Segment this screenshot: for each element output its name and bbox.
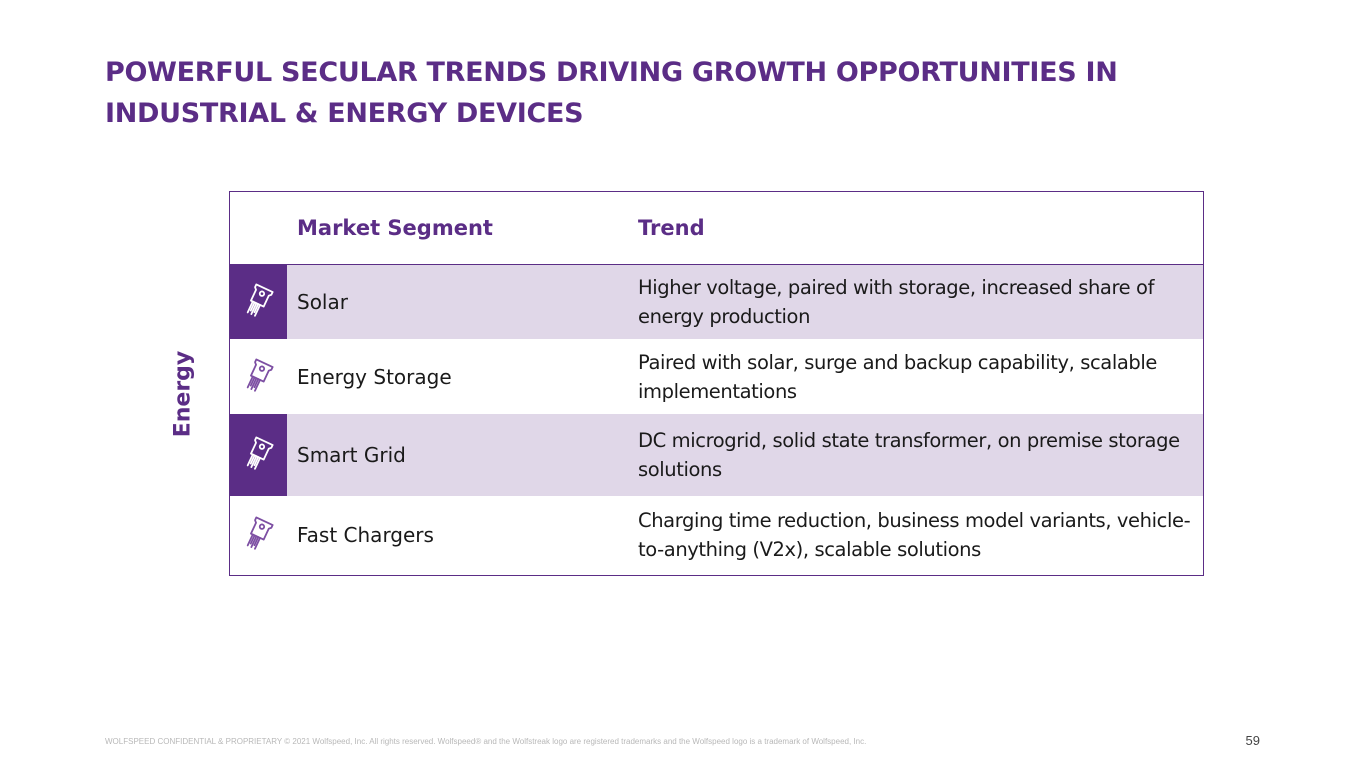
power-device-icon: [230, 265, 287, 339]
market-trend-table: Market Segment Trend Solar Higher voltag…: [229, 191, 1204, 576]
table-row-fast-chargers: Fast Chargers Charging time reduction, b…: [230, 496, 1203, 574]
market-segment-header: Market Segment: [297, 216, 493, 240]
trend-cell: Higher voltage, paired with storage, inc…: [638, 265, 1191, 339]
trend-header: Trend: [638, 216, 705, 240]
trend-cell: Charging time reduction, business model …: [638, 496, 1191, 574]
trend-text: Paired with solar, surge and backup capa…: [638, 350, 1157, 403]
page-number: 59: [1245, 733, 1260, 748]
slide-title: POWERFUL SECULAR TRENDS DRIVING GROWTH O…: [105, 57, 1118, 129]
table-header-row: Market Segment Trend: [230, 192, 1203, 265]
trend-text: Higher voltage, paired with storage, inc…: [638, 276, 1155, 328]
energy-side-label: Energy: [170, 350, 196, 438]
power-device-icon: [230, 339, 287, 414]
power-device-icon: [230, 414, 287, 496]
trend-cell: DC microgrid, solid state transformer, o…: [638, 414, 1191, 496]
segment-name: Smart Grid: [297, 443, 406, 467]
legal-footer: WOLFSPEED CONFIDENTIAL & PROPRIETARY © 2…: [105, 737, 867, 746]
segment-name: Solar: [297, 290, 348, 314]
power-device-icon: [230, 496, 287, 574]
trend-text: Charging time reduction, business model …: [638, 509, 1191, 561]
segment-name: Fast Chargers: [297, 523, 434, 547]
table-row-energy-storage: Energy Storage Paired with solar, surge …: [230, 339, 1203, 414]
trend-cell: Paired with solar, surge and backup capa…: [638, 339, 1191, 414]
segment-name: Energy Storage: [297, 364, 452, 389]
table-row-solar: Solar Higher voltage, paired with storag…: [230, 265, 1203, 339]
trend-text: DC microgrid, solid state transformer, o…: [638, 429, 1180, 481]
table-row-smart-grid: Smart Grid DC microgrid, solid state tra…: [230, 414, 1203, 496]
